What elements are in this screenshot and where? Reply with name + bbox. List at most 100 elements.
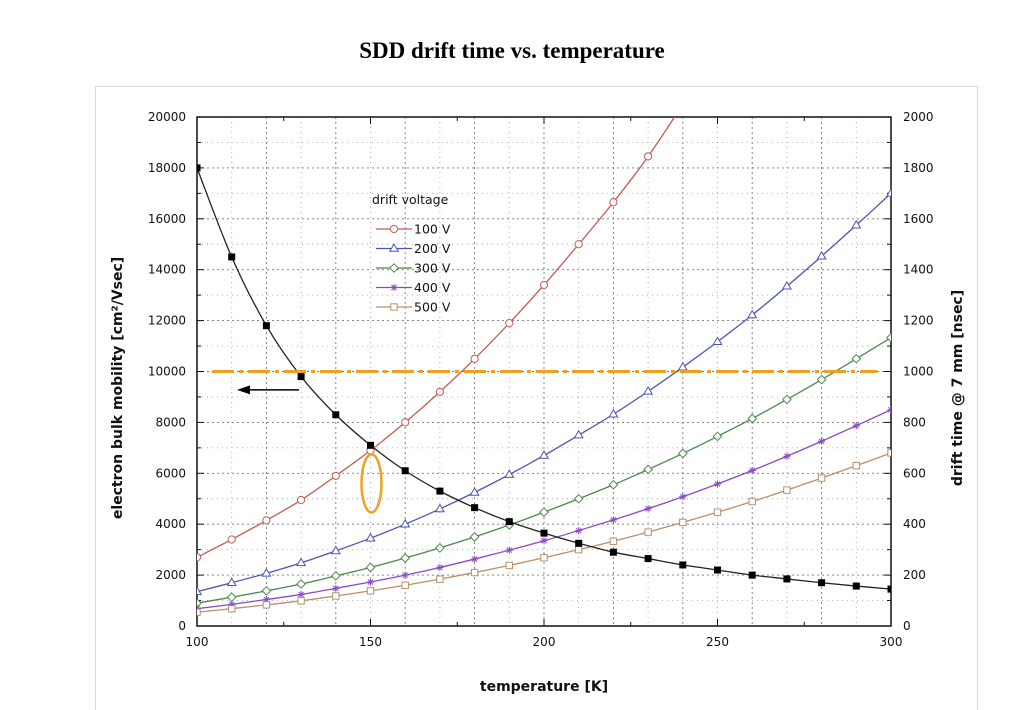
- x-tick-label: 100: [186, 635, 209, 649]
- data-point: [538, 450, 550, 459]
- mobility-point: [332, 411, 340, 419]
- data-point: [505, 319, 514, 328]
- mobility-point: [505, 518, 513, 526]
- y-left-tick-label: 4000: [155, 517, 186, 531]
- data-point: [643, 464, 654, 475]
- data-point: [400, 553, 411, 563]
- data-point: [677, 448, 688, 459]
- page-title: SDD drift time vs. temperature: [359, 38, 665, 63]
- series-200v: [197, 187, 891, 595]
- data-point: [226, 577, 237, 587]
- mobility-point: [887, 585, 891, 593]
- data-point: [469, 532, 480, 542]
- y-left-tick-label: 14000: [148, 263, 186, 277]
- mobility-point: [783, 575, 791, 583]
- data-point: [851, 353, 862, 364]
- grid-lines: [197, 117, 891, 626]
- y-right-tick-label: 400: [903, 517, 926, 531]
- x-tick-label: 200: [533, 635, 556, 649]
- data-point: [296, 557, 307, 567]
- mobility-point: [197, 164, 201, 172]
- y-right-tick-label: 600: [903, 466, 926, 480]
- mobility-point: [679, 561, 687, 569]
- highlight-ellipse: [360, 453, 383, 514]
- data-point: [783, 486, 791, 494]
- data-point: [330, 545, 341, 555]
- data-point: [644, 152, 653, 161]
- data-point: [851, 219, 862, 229]
- y-left-tick-label: 8000: [155, 415, 186, 429]
- mobility-point: [297, 373, 305, 381]
- data-point: [470, 354, 479, 363]
- data-point: [609, 198, 618, 207]
- mobility-point: [401, 467, 409, 475]
- data-point: [539, 507, 549, 518]
- y-left-tick-label: 18000: [148, 161, 186, 175]
- data-point: [227, 535, 236, 544]
- data-point: [540, 537, 548, 545]
- y-left-tick-label: 10000: [148, 365, 186, 379]
- legend-label: 100 V: [414, 222, 451, 237]
- mobility-point: [540, 529, 548, 537]
- data-point: [713, 480, 722, 488]
- data-point: [748, 466, 756, 475]
- data-point: [401, 418, 410, 427]
- data-point: [817, 474, 826, 482]
- legend-item: 300 V: [376, 261, 451, 276]
- data-point: [644, 505, 652, 513]
- data-point: [434, 542, 445, 553]
- data-point: [677, 361, 688, 371]
- data-point: [471, 555, 479, 563]
- data-point: [783, 452, 791, 460]
- data-point: [436, 563, 444, 572]
- data-point: [435, 387, 444, 396]
- data-point: [261, 585, 272, 596]
- y-right-tick-label: 1400: [903, 263, 934, 277]
- data-point: [781, 394, 792, 405]
- data-point: [332, 592, 340, 600]
- data-point: [297, 597, 305, 605]
- x-tick-label: 300: [880, 635, 903, 649]
- data-point: [197, 586, 203, 595]
- series-mobility: [197, 164, 891, 593]
- legend-item: 400 V: [376, 280, 451, 295]
- data-point: [573, 493, 584, 504]
- data-point: [366, 578, 375, 586]
- data-point: [505, 561, 514, 570]
- data-point: [679, 493, 687, 501]
- series-500v: [197, 449, 891, 616]
- x-tick-label: 250: [706, 635, 729, 649]
- y-right-tick-label: 200: [903, 568, 926, 582]
- mobility-point: [367, 441, 374, 449]
- data-point: [436, 575, 444, 583]
- data-point: [228, 604, 236, 613]
- data-point: [575, 545, 583, 554]
- data-point: [366, 587, 375, 595]
- data-point: [330, 570, 341, 581]
- y-left-tick-label: 2000: [155, 568, 186, 582]
- legend: drift voltage 100 V 200 V 300 V 400 V 500 V: [372, 192, 451, 315]
- data-point: [262, 601, 271, 609]
- y-right-tick-label: 800: [903, 415, 926, 429]
- data-point: [331, 471, 340, 480]
- legend-title: drift voltage: [372, 192, 449, 207]
- data-point: [609, 516, 617, 524]
- data-point: [852, 422, 860, 430]
- chart-panel: [95, 86, 978, 710]
- arrow-left-icon: [237, 385, 299, 395]
- data-point: [197, 598, 202, 609]
- mobility-point: [818, 579, 826, 587]
- data-point: [401, 571, 409, 579]
- data-point: [470, 568, 479, 577]
- y-left-tick-label: 6000: [155, 466, 186, 480]
- data-point: [816, 374, 827, 385]
- y-left-tick-label: 20000: [148, 110, 186, 124]
- data-point: [296, 579, 307, 589]
- data-point: [226, 592, 237, 603]
- data-point: [573, 429, 584, 439]
- data-point: [539, 280, 549, 290]
- legend-label: 200 V: [414, 241, 451, 256]
- legend-label: 300 V: [414, 261, 451, 276]
- legend-item: 200 V: [376, 241, 451, 256]
